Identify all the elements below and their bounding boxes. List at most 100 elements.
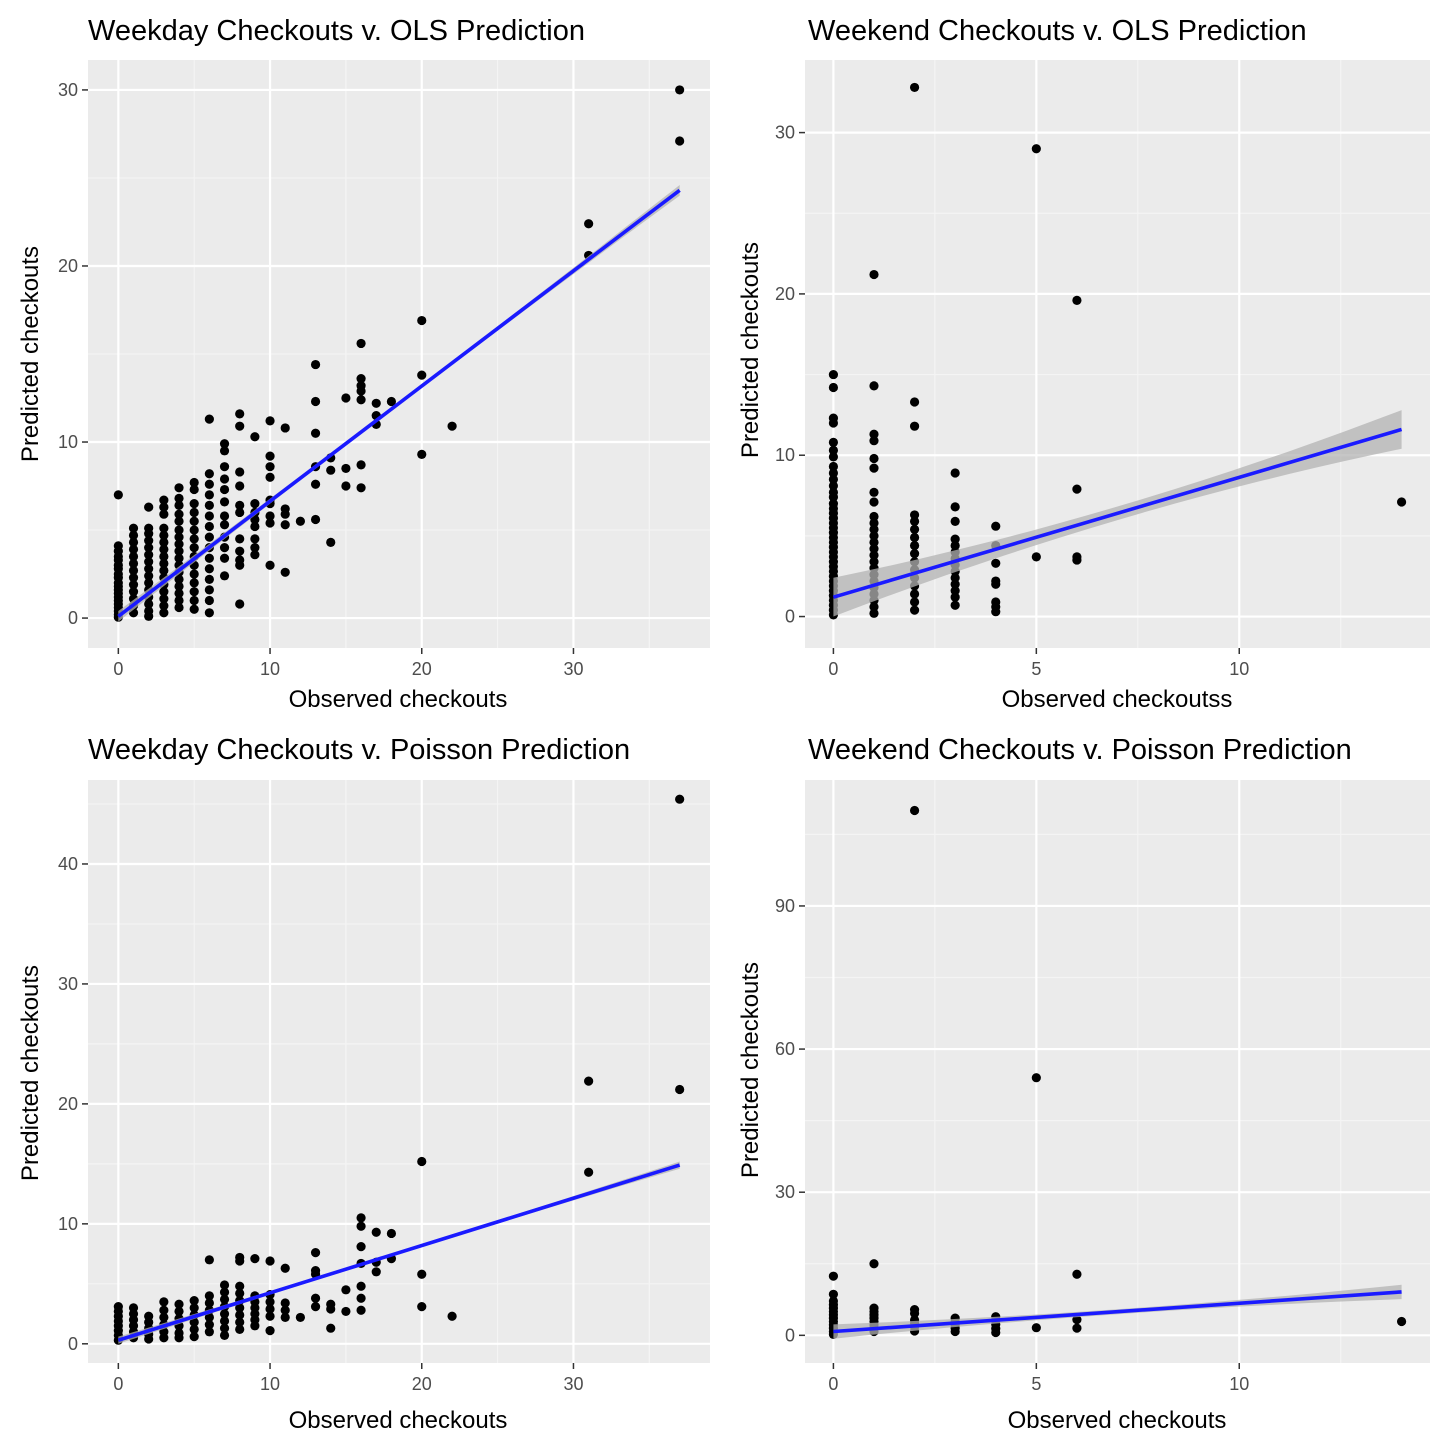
data-point [235,1303,245,1313]
data-point [310,396,321,407]
data-point [909,805,920,816]
y-tick-label: 0 [785,607,795,627]
data-point [189,1324,199,1335]
data-point [1031,1073,1041,1083]
data-point [204,479,214,489]
data-point [310,1248,321,1258]
data-point [204,1312,214,1323]
data-point [189,543,199,553]
data-point [326,1323,336,1333]
data-point [417,1156,427,1167]
data-point [280,567,290,577]
x-axis-title: Observed checkouts [1008,1407,1227,1434]
y-axis-title: Predicted checkouts [17,246,44,462]
data-point [219,1287,230,1297]
data-point [189,578,199,588]
data-point [675,794,685,804]
data-point [219,553,230,563]
y-tick-label: 30 [58,974,78,994]
data-point [204,532,214,542]
chart-weekend-ols: 0 5 10 0 10 20 30 Weekend Checkouts v. OLS Pre… [737,15,1430,713]
data-point [417,1269,427,1279]
data-point [356,338,366,349]
data-point [189,604,199,614]
data-point [159,1312,169,1323]
data-point [356,1221,366,1231]
data-point [869,269,879,280]
data-point [219,497,230,507]
x-tick-label: 10 [1229,1374,1249,1394]
data-point [280,423,290,433]
data-point [204,521,214,532]
data-point [950,586,960,596]
data-point [869,602,879,612]
data-point [265,1326,275,1336]
data-point [828,382,839,393]
data-point [950,534,960,544]
data-point [219,484,230,495]
data-point [219,1330,230,1341]
data-point [159,558,169,569]
data-point [950,468,960,478]
data-point [159,495,169,505]
data-point [219,520,230,530]
data-point [265,1304,275,1314]
data-point [991,579,1001,589]
data-point [189,534,199,544]
data-point [144,536,154,546]
data-point [174,602,184,613]
data-point [235,1288,245,1299]
data-point [869,1259,879,1269]
data-point [128,537,139,547]
data-point [174,509,184,519]
y-axis-title: Predicted checkouts [737,962,764,1178]
data-point [356,460,366,470]
data-point [189,1332,199,1342]
y-tick-label: 0 [785,1325,795,1345]
data-point [326,465,336,475]
data-point [204,553,214,563]
data-point [144,550,154,560]
data-point [159,608,169,618]
x-tick-label: 0 [828,1374,838,1394]
data-point [356,386,366,396]
data-point [204,469,214,479]
data-point [265,1256,275,1266]
data-point [174,539,184,549]
data-point [310,428,321,438]
data-point [909,82,920,93]
data-point [174,483,184,493]
x-tick-label: 10 [1229,659,1249,679]
data-point [869,511,879,522]
data-point [869,531,879,541]
data-point [1072,555,1082,565]
data-point [417,370,427,380]
chart-title: Weekend Checkouts v. Poisson Prediction [808,734,1352,766]
x-tick-label: 30 [563,659,583,679]
data-point [250,1321,260,1331]
data-point [869,463,879,473]
data-point [417,315,427,326]
data-point [159,523,169,533]
data-point [174,595,184,606]
data-point [235,467,245,477]
x-tick-label: 20 [412,659,432,679]
x-tick-label: 5 [1031,659,1041,679]
plot-background [805,780,1430,1363]
data-point [235,534,245,544]
regression-line [833,1290,1402,1334]
data-point [341,1306,351,1317]
data-point [189,1296,199,1306]
data-point [828,452,839,462]
data-point [828,437,839,447]
data-point [204,585,214,595]
plot-background [805,60,1430,648]
data-point [144,502,154,512]
y-tick-label: 0 [68,1334,78,1354]
data-point [219,462,230,472]
data-point [991,1327,1001,1338]
data-point [174,553,184,563]
data-point [828,369,839,380]
panel-weekday-ols: 0 10 20 30 0 10 20 30 Weekday Checkouts v. OLS … [0,0,726,718]
data-point [128,530,139,540]
